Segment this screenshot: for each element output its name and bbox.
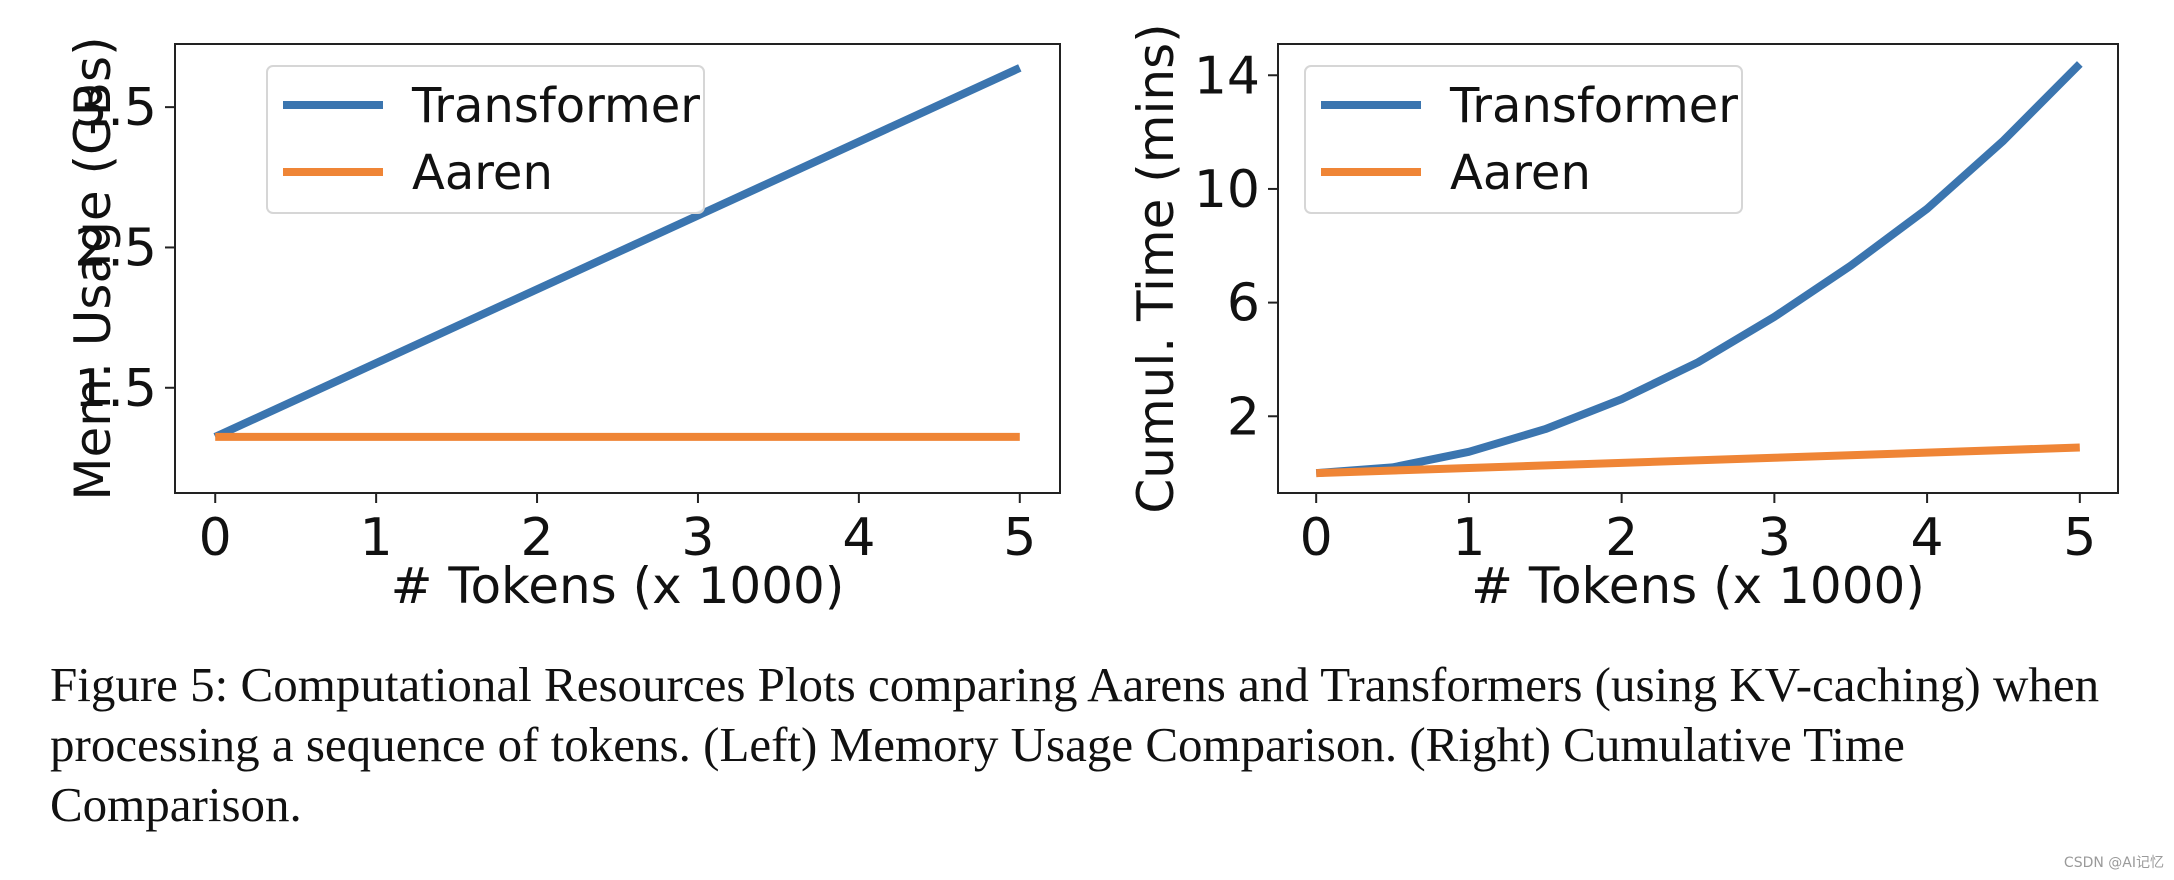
y-tick-label: 2.5 <box>74 218 157 278</box>
y-axis-label: Mem. Usage (GBs) <box>64 36 122 500</box>
legend: Transformer Aaren <box>1304 65 1743 214</box>
x-tick-label: 2 <box>520 508 553 568</box>
x-tick-label: 3 <box>681 508 714 568</box>
y-tick-label: 6 <box>1227 274 1260 334</box>
series-line-aaren <box>1316 443 2080 478</box>
legend-label-transformer: Transformer <box>1449 78 1738 134</box>
x-tick-label: 1 <box>360 508 393 568</box>
x-tick-label: 0 <box>1300 508 1333 568</box>
x-tick-label: 2 <box>1605 508 1638 568</box>
x-axis-label: # Tokens (x 1000) <box>1471 557 1925 615</box>
y-tick-label: 2 <box>1227 387 1260 447</box>
cumulative-time-chart: 0 1 2 3 4 5 2 6 10 14 # Tokens (x 1000) Cumul. Time… <box>1127 23 2119 615</box>
plot-frame <box>174 43 1061 494</box>
y-tick-label: 14 <box>1194 46 1260 106</box>
figure-caption: Figure 5: Computational Resources Plots … <box>50 657 2100 832</box>
y-tick-label: 10 <box>1194 160 1260 220</box>
x-axis-label: # Tokens (x 1000) <box>391 557 845 615</box>
legend-label-aaren: Aaren <box>412 145 553 201</box>
x-tick-label: 5 <box>1003 508 1036 568</box>
watermark: CSDN @AI记忆 <box>2063 855 2164 871</box>
x-tick-label: 0 <box>199 508 232 568</box>
legend-label-aaren: Aaren <box>1450 145 1591 201</box>
x-tick-label: 4 <box>1911 508 1944 568</box>
legend: Transformer Aaren <box>266 65 705 214</box>
memory-usage-chart: 0 1 2 3 4 5 1.5 2.5 3.5 # Tokens (x 1000) Mem. Usa… <box>64 36 1061 615</box>
series-line-transformer <box>213 64 1022 441</box>
x-tick-label: 3 <box>1758 508 1791 568</box>
series-line-transformer <box>1315 61 2083 478</box>
x-tick-label: 4 <box>842 508 875 568</box>
y-tick-label: 1.5 <box>74 359 157 419</box>
y-axis-label: Cumul. Time (mins) <box>1127 23 1185 513</box>
y-tick-label: 3.5 <box>74 78 157 138</box>
plot-frame <box>1277 43 2119 494</box>
x-tick-label: 5 <box>2063 508 2096 568</box>
legend-label-transformer: Transformer <box>411 78 700 134</box>
x-tick-label: 1 <box>1452 508 1485 568</box>
